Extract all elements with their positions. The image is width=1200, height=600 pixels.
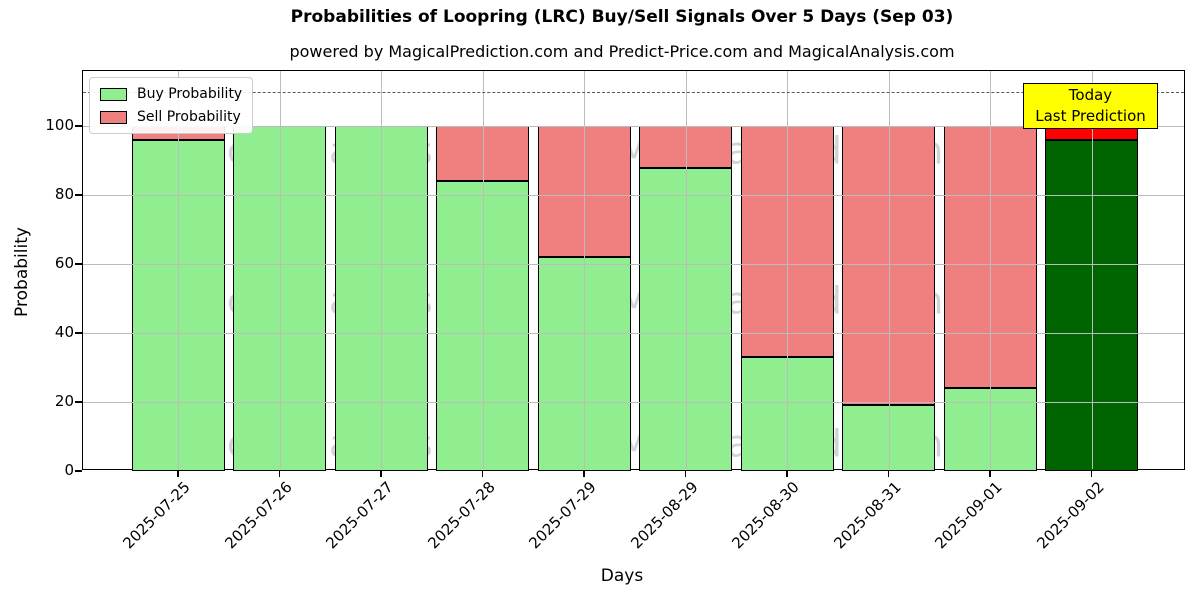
y-tick-mark (75, 194, 82, 196)
horizontal-gridline (83, 195, 1184, 197)
today-annotation-box: Today Last Prediction (1023, 83, 1158, 129)
vertical-gridline (482, 71, 484, 469)
legend-item: Sell Probability (100, 109, 242, 125)
y-tick-label: 20 (54, 392, 74, 411)
chart-subtitle: powered by MagicalPrediction.com and Pre… (289, 42, 955, 61)
y-tick-mark (75, 470, 82, 472)
threshold-dashed-line (83, 91, 1184, 93)
annotation-line2: Last Prediction (1035, 107, 1146, 125)
x-tick-mark (887, 470, 889, 477)
x-tick-label: 2025-07-27 (322, 478, 397, 553)
annotation-line1: Today (1068, 86, 1113, 104)
vertical-gridline (1091, 71, 1093, 469)
y-axis-label: Probability (12, 227, 32, 317)
legend-item: Buy Probability (100, 86, 242, 102)
vertical-gridline (279, 71, 281, 469)
y-tick-label: 100 (45, 116, 74, 135)
x-tick-label: 2025-08-30 (728, 478, 803, 553)
y-tick-mark (75, 401, 82, 403)
horizontal-gridline (83, 264, 1184, 266)
y-tick-mark (75, 332, 82, 334)
vertical-gridline (990, 71, 991, 469)
x-tick-mark (177, 470, 179, 477)
y-tick-mark (75, 263, 82, 265)
vertical-gridline (888, 71, 890, 469)
x-tick-label: 2025-09-02 (1032, 478, 1108, 553)
x-tick-label: 2025-07-26 (220, 478, 296, 553)
y-tick-label: 80 (54, 185, 74, 204)
vertical-gridline (787, 71, 788, 469)
x-tick-mark (583, 470, 585, 477)
x-tick-mark (1090, 470, 1092, 477)
vertical-gridline (178, 71, 179, 469)
y-tick-mark (75, 125, 82, 127)
chart-title: Probabilities of Loopring (LRC) Buy/Sell… (290, 7, 954, 27)
x-tick-label: 2025-08-31 (829, 478, 905, 553)
horizontal-gridline (83, 402, 1184, 404)
y-tick-label: 40 (54, 323, 74, 342)
y-tick-label: 60 (54, 254, 74, 273)
vertical-gridline (381, 71, 382, 469)
x-tick-mark (989, 470, 991, 477)
vertical-gridline (584, 71, 585, 469)
x-tick-mark (278, 470, 280, 477)
vertical-gridline (685, 71, 687, 469)
x-tick-label: 2025-08-29 (626, 478, 702, 553)
horizontal-gridline (83, 126, 1184, 128)
legend-label: Sell Probability (137, 109, 241, 125)
x-tick-label: 2025-07-29 (525, 478, 600, 553)
y-tick-label: 0 (64, 461, 74, 479)
legend-swatch (100, 110, 127, 124)
x-tick-mark (481, 470, 483, 477)
horizontal-gridline (83, 333, 1184, 335)
x-tick-mark (380, 470, 382, 477)
x-tick-label: 2025-07-25 (119, 478, 194, 553)
x-axis-label: Days (600, 566, 644, 586)
legend-swatch (100, 87, 127, 101)
legend: Buy Probability Sell Probability (89, 77, 254, 134)
x-tick-label: 2025-09-01 (931, 478, 1006, 553)
x-tick-mark (684, 470, 686, 477)
legend-label: Buy Probability (137, 86, 243, 102)
x-tick-mark (786, 470, 788, 477)
x-tick-label: 2025-07-28 (423, 478, 499, 553)
plot-area: MagicalAnalysis.comMagicalPrediction.com… (82, 70, 1185, 471)
